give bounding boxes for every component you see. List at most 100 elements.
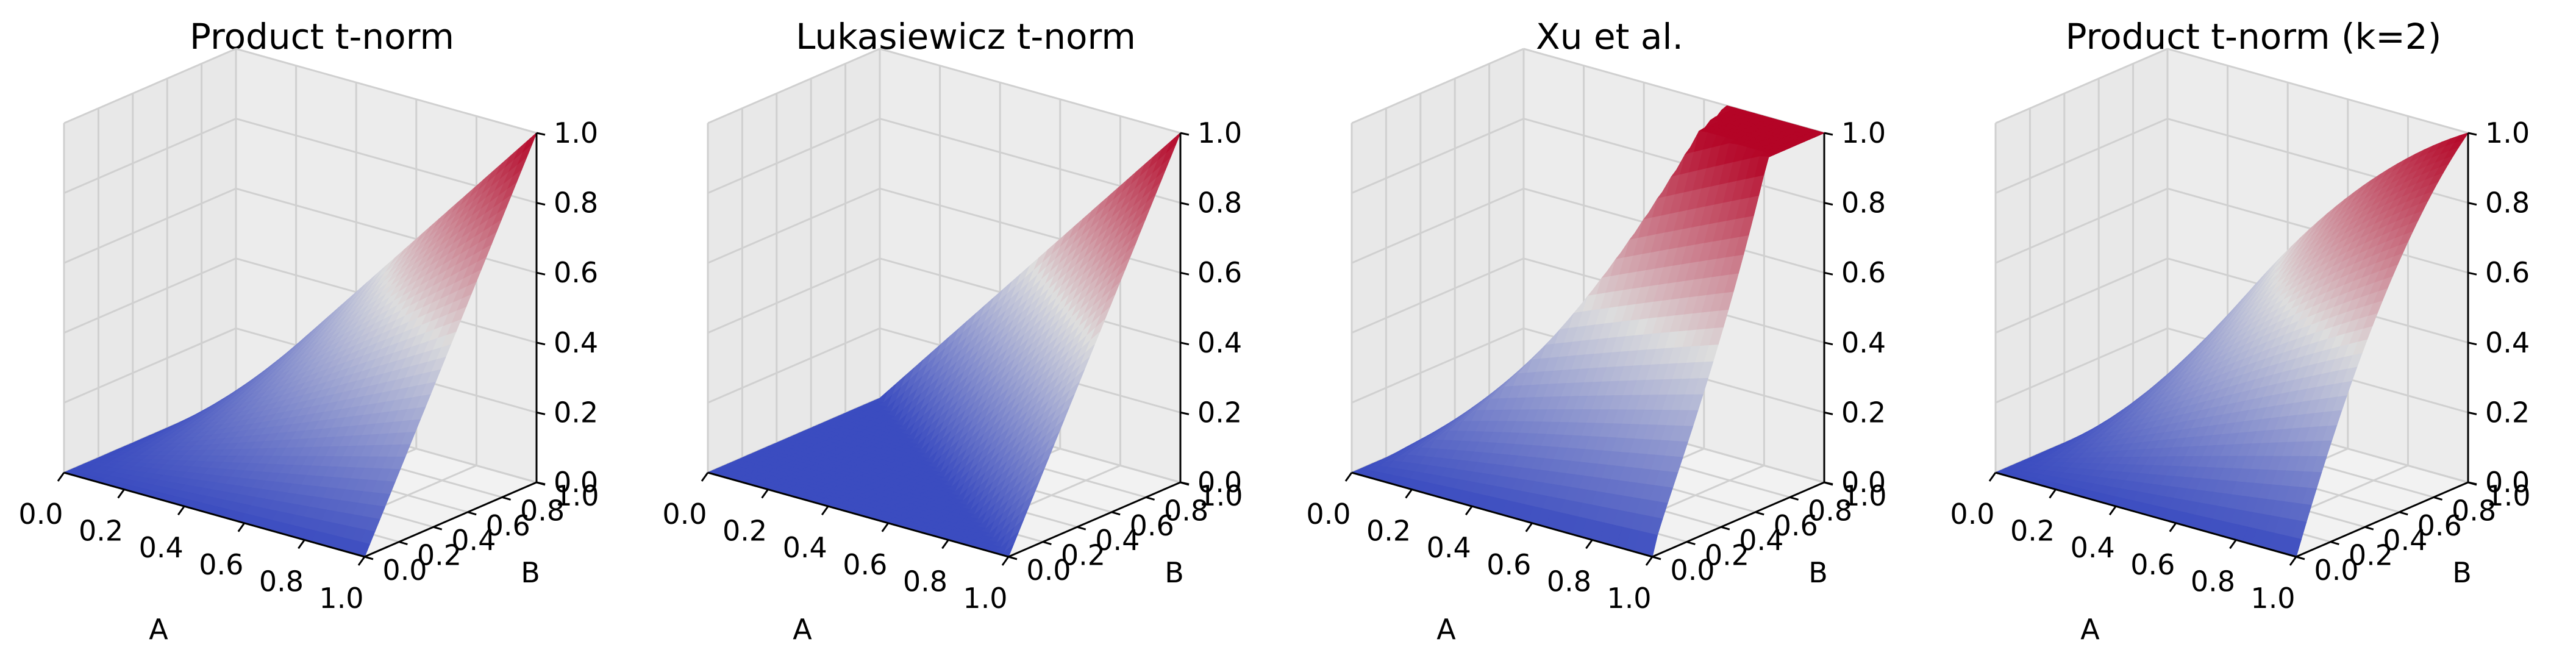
z-tick-label: 0.4: [1197, 326, 1242, 359]
z-tick-label: 1.0: [1197, 116, 1242, 149]
x-tick-label: 0.4: [783, 531, 827, 564]
y-tick: [398, 541, 408, 546]
x-tick: [1525, 522, 1533, 532]
z-tick: [2467, 132, 2477, 136]
x-tick: [1344, 472, 1353, 482]
pane-left: [708, 49, 880, 473]
y-tick: [2433, 496, 2443, 501]
grid-line: [879, 187, 1181, 274]
x-axis-line: [1351, 471, 1653, 558]
x-tick-label: 0.2: [2010, 515, 2055, 548]
z-tick-label: 0.0: [2485, 466, 2530, 499]
y-tick: [1721, 526, 1730, 531]
grid-line: [235, 48, 537, 134]
y-tick-label: 0.2: [1061, 539, 1105, 572]
grid-line: [63, 118, 237, 194]
grid-line: [1351, 48, 1524, 124]
z-tick-label: 0.6: [1197, 256, 1242, 289]
z-tick-label: 1.0: [554, 116, 598, 149]
grid-line: [707, 118, 880, 194]
y-tick: [2364, 526, 2374, 531]
pane-left: [1352, 49, 1524, 473]
z-tick-label: 0.2: [554, 396, 598, 429]
x-axis-label: A: [1436, 613, 1456, 646]
z-tick: [1180, 411, 1190, 415]
y-tick: [1077, 526, 1086, 531]
grid-line: [1995, 118, 2168, 194]
y-tick-label: 1.0: [2486, 479, 2530, 512]
y-axis-label: B: [1165, 556, 1184, 589]
y-tick-label: 0.0: [382, 554, 427, 587]
x-tick: [881, 522, 890, 532]
x-tick: [237, 522, 246, 532]
x-tick: [1645, 556, 1654, 566]
z-tick: [2467, 411, 2477, 415]
z-tick-label: 1.0: [2485, 116, 2530, 149]
z-tick-label: 0.4: [554, 326, 598, 359]
z-tick: [536, 341, 546, 346]
surface-chart-lukasiewicz: Lukasiewicz t-norm0.00.20.40.60.81.00.00…: [662, 16, 1243, 646]
surface: [1350, 105, 1825, 557]
z-tick-label: 1.0: [1841, 116, 1886, 149]
x-tick-label: 0.8: [1547, 565, 1591, 598]
panel-product-k2: Product t-norm (k=2) 0.0 0.2 0.4 0.6 0.8 1.0 0.…: [1932, 0, 2575, 672]
y-tick: [467, 511, 477, 516]
chart-title: Lukasiewicz t-norm: [796, 16, 1136, 57]
grid-line: [707, 48, 880, 124]
x-axis-line: [1995, 471, 2297, 558]
z-tick: [1824, 411, 1833, 415]
z-tick-label: 0.2: [1197, 396, 1242, 429]
y-tick-label: 0.6: [2417, 509, 2462, 542]
x-tick: [941, 539, 949, 549]
panel-lukasiewicz: Lukasiewicz t-norm 0.0 0.2 0.4 0.6 0.8 1.0 0.0 0…: [644, 0, 1288, 672]
x-tick: [2049, 488, 2057, 499]
y-tick-label: 0.4: [1095, 524, 1140, 557]
panel-product: Product t-norm 0.0 0.2 0.4 0.6 0.8 1.0 0.0 0.2 0.…: [0, 0, 644, 672]
x-tick: [2108, 506, 2117, 516]
grid-line: [1351, 327, 1524, 404]
z-tick: [1824, 202, 1833, 206]
x-tick-label: 1.0: [963, 582, 1007, 615]
x-tick: [2169, 522, 2177, 532]
grid-line: [1995, 48, 2168, 124]
surface: [63, 132, 537, 557]
x-tick-label: 0.2: [79, 515, 123, 548]
y-tick-label: 0.8: [520, 494, 565, 527]
y-tick-label: 1.0: [1842, 479, 1886, 512]
x-tick-label: 0.2: [722, 515, 767, 548]
surface: [707, 132, 1181, 557]
x-tick-label: 0.6: [2130, 548, 2175, 581]
z-tick-label: 0.4: [1841, 326, 1886, 359]
z-tick-label: 0.8: [1841, 187, 1886, 220]
z-tick: [1824, 481, 1833, 485]
y-tick-label: 0.2: [2349, 539, 2393, 572]
y-axis-line: [1652, 481, 1825, 558]
grid-line: [1351, 187, 1524, 264]
x-tick-label: 0.8: [2191, 565, 2235, 598]
grid-line: [707, 187, 880, 264]
z-tick-label: 0.0: [1197, 466, 1242, 499]
y-tick: [2399, 511, 2408, 516]
grid-line: [63, 257, 237, 334]
x-tick: [2289, 556, 2297, 566]
y-tick-label: 0.6: [486, 509, 530, 542]
grid-line: [707, 257, 880, 334]
z-tick: [536, 271, 546, 276]
y-tick-label: 0.6: [1130, 509, 1174, 542]
x-axis-label: A: [793, 613, 812, 646]
x-tick-label: 1.0: [1607, 582, 1651, 615]
y-axis-label: B: [2452, 556, 2472, 589]
pane-left: [64, 49, 236, 473]
x-tick-label: 1.0: [2250, 582, 2295, 615]
x-tick-label: 0.4: [2071, 531, 2115, 564]
y-tick: [1686, 541, 1696, 546]
y-tick-label: 0.2: [417, 539, 462, 572]
z-tick-label: 0.4: [2485, 326, 2530, 359]
z-tick-label: 0.6: [1841, 256, 1886, 289]
y-axis-line: [364, 481, 537, 558]
x-tick: [821, 506, 829, 516]
x-tick: [1585, 539, 1593, 549]
x-tick-label: 0.8: [259, 565, 304, 598]
grid-line: [63, 187, 237, 264]
